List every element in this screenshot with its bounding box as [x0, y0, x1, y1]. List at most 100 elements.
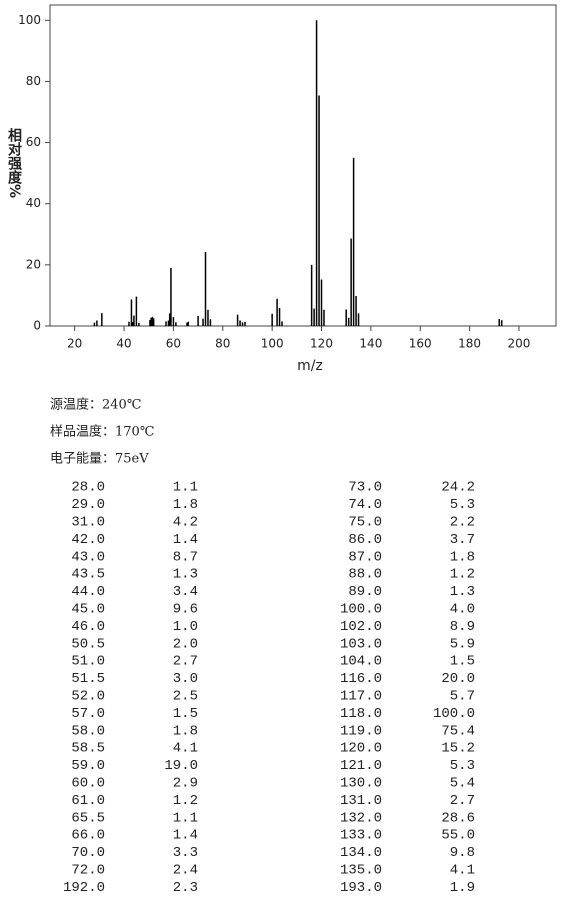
- intensity-cell: 1.1: [173, 480, 198, 496]
- intensity-cell: 19.0: [164, 758, 198, 774]
- mz-cell: 60.0: [71, 776, 105, 792]
- peak: [355, 296, 357, 326]
- intensity-cell: 1.2: [173, 793, 198, 809]
- mz-cell: 58.0: [71, 723, 105, 739]
- mz-cell: 116.0: [340, 671, 382, 687]
- peak: [244, 322, 246, 326]
- intensity-cell: 4.1: [173, 741, 198, 757]
- mz-cell: 131.0: [340, 793, 382, 809]
- intensity-cell: 2.5: [173, 689, 198, 705]
- peak: [131, 322, 134, 326]
- peak: [130, 299, 133, 326]
- mz-cell: 29.0: [71, 497, 105, 513]
- condition: 电子能量：75eV: [50, 452, 149, 467]
- intensity-cell: 1.1: [173, 810, 198, 826]
- x-tick-label: 80: [215, 337, 230, 351]
- intensity-cell: 5.3: [450, 758, 475, 774]
- mz-cell: 132.0: [340, 810, 382, 826]
- x-tick-label: 120: [310, 337, 333, 351]
- x-tick-label: 40: [116, 337, 131, 351]
- x-tick-label: 100: [261, 337, 284, 351]
- intensity-cell: 1.9: [450, 880, 475, 896]
- intensity-cell: 1.8: [450, 549, 475, 565]
- intensity-cell: 3.3: [173, 845, 198, 861]
- peak: [500, 320, 503, 326]
- peak: [175, 322, 177, 326]
- peak: [204, 252, 207, 326]
- peak: [323, 309, 325, 326]
- peak: [187, 321, 189, 326]
- intensity-cell: 9.6: [173, 602, 198, 618]
- x-tick-label: 200: [508, 337, 531, 351]
- mz-cell: 118.0: [340, 706, 382, 722]
- x-tick-label: 140: [359, 337, 382, 351]
- mz-cell: 75.0: [348, 515, 382, 531]
- intensity-cell: 5.7: [450, 689, 475, 705]
- mz-cell: 88.0: [348, 567, 382, 583]
- peak: [313, 308, 315, 326]
- intensity-cell: 8.7: [173, 549, 198, 565]
- peak: [186, 322, 188, 326]
- intensity-cell: 4.0: [450, 602, 475, 618]
- peak: [498, 318, 500, 326]
- mz-cell: 59.0: [71, 758, 105, 774]
- intensity-cell: 2.3: [173, 880, 198, 896]
- intensity-cell: 4.1: [450, 863, 475, 879]
- mz-cell: 102.0: [340, 619, 382, 635]
- intensity-cell: 1.2: [450, 567, 475, 583]
- mz-cell: 52.0: [71, 689, 105, 705]
- mz-cell: 50.5: [71, 636, 105, 652]
- mz-cell: 100.0: [340, 602, 382, 618]
- intensity-cell: 24.2: [441, 480, 475, 496]
- peak: [96, 320, 98, 326]
- mz-cell: 86.0: [348, 532, 382, 548]
- intensity-cell: 3.7: [450, 532, 475, 548]
- peak: [138, 322, 140, 326]
- mz-cell: 89.0: [348, 584, 382, 600]
- mz-cell: 51.5: [71, 671, 105, 687]
- mz-cell: 28.0: [71, 480, 105, 496]
- mz-cell: 57.0: [71, 706, 105, 722]
- intensity-cell: 5.3: [450, 497, 475, 513]
- peak: [315, 20, 318, 327]
- peak: [345, 309, 347, 326]
- intensity-cell: 1.8: [173, 723, 198, 739]
- intensity-cell: 1.4: [173, 532, 198, 548]
- mz-cell: 130.0: [340, 776, 382, 792]
- intensity-cell: 8.9: [450, 619, 475, 635]
- mz-cell: 61.0: [71, 793, 105, 809]
- mz-cell: 66.0: [71, 828, 105, 844]
- peak: [347, 317, 350, 326]
- y-tick-label: 60: [26, 135, 41, 149]
- y-tick-label: 20: [26, 257, 41, 271]
- peak: [151, 316, 154, 326]
- peak: [170, 267, 172, 326]
- mz-cell: 121.0: [340, 758, 382, 774]
- condition: 样品温度：170℃: [50, 424, 154, 440]
- x-tick-label: 20: [67, 337, 82, 351]
- intensity-cell: 2.7: [173, 654, 198, 670]
- peak: [276, 298, 278, 326]
- peak: [152, 318, 155, 326]
- mz-cell: 51.0: [71, 654, 105, 670]
- intensity-cell: 100.0: [433, 706, 475, 722]
- mz-cell: 119.0: [340, 723, 382, 739]
- mz-cell: 87.0: [348, 549, 382, 565]
- mz-cell: 58.5: [71, 741, 105, 757]
- mz-cell: 120.0: [340, 741, 382, 757]
- intensity-cell: 2.0: [173, 636, 198, 652]
- peak: [133, 315, 135, 326]
- intensity-cell: 4.2: [173, 515, 198, 531]
- peak: [352, 157, 355, 326]
- peak: [149, 319, 151, 326]
- peak: [167, 320, 170, 326]
- peak: [271, 313, 273, 326]
- mz-cell: 133.0: [340, 828, 382, 844]
- mz-cell: 135.0: [340, 863, 382, 879]
- intensity-cell: 1.5: [173, 706, 198, 722]
- peak: [281, 321, 283, 326]
- intensity-cell: 5.9: [450, 636, 475, 652]
- condition: 源温度：240℃: [50, 397, 141, 413]
- peak: [310, 264, 313, 326]
